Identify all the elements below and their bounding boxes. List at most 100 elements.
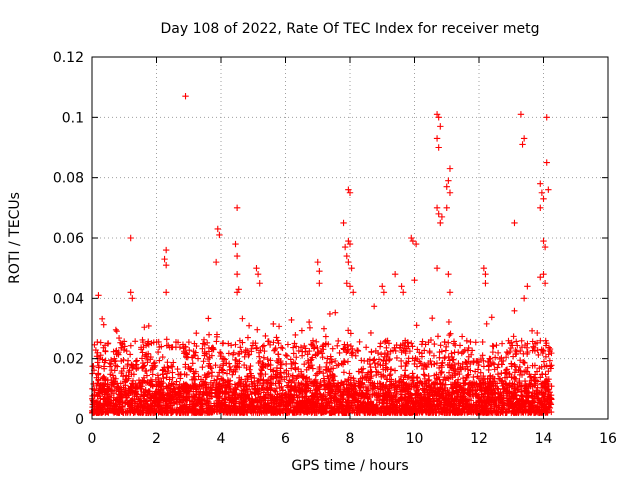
data-point bbox=[530, 398, 537, 405]
data-point bbox=[205, 370, 212, 377]
data-point bbox=[254, 271, 262, 278]
data-point bbox=[393, 354, 400, 361]
data-point bbox=[258, 366, 265, 373]
data-point bbox=[534, 347, 541, 354]
data-point bbox=[211, 377, 218, 384]
data-point bbox=[439, 392, 446, 399]
data-point bbox=[330, 380, 337, 387]
data-point bbox=[408, 234, 415, 242]
data-point bbox=[346, 370, 353, 377]
data-point bbox=[409, 237, 417, 245]
data-point bbox=[458, 408, 465, 415]
data-point bbox=[138, 385, 145, 392]
data-point bbox=[387, 381, 394, 388]
data-point bbox=[179, 341, 186, 348]
data-point bbox=[480, 357, 487, 364]
data-point bbox=[254, 382, 261, 389]
data-point bbox=[467, 367, 474, 374]
data-point bbox=[169, 374, 176, 381]
data-point bbox=[321, 381, 328, 388]
data-point bbox=[508, 360, 515, 367]
data-point bbox=[340, 219, 347, 227]
data-point bbox=[472, 408, 479, 415]
data-point bbox=[191, 409, 198, 416]
data-point bbox=[482, 391, 489, 398]
data-point bbox=[299, 352, 306, 359]
data-point bbox=[331, 409, 338, 416]
data-point bbox=[176, 385, 183, 392]
data-point bbox=[260, 382, 267, 389]
data-point bbox=[392, 396, 399, 403]
data-point bbox=[373, 389, 380, 396]
data-point bbox=[546, 348, 553, 355]
data-point bbox=[349, 393, 356, 400]
data-point bbox=[495, 361, 502, 368]
data-point bbox=[506, 396, 513, 403]
data-point bbox=[142, 400, 149, 407]
data-point bbox=[414, 374, 421, 381]
data-point bbox=[119, 393, 126, 400]
data-point bbox=[534, 391, 541, 398]
data-point bbox=[492, 400, 499, 407]
data-point bbox=[546, 357, 553, 364]
data-point bbox=[152, 409, 159, 416]
data-point bbox=[313, 406, 320, 413]
data-point bbox=[477, 369, 484, 376]
data-point bbox=[223, 390, 230, 397]
data-point bbox=[96, 400, 103, 407]
data-point bbox=[279, 345, 286, 352]
data-point bbox=[277, 359, 284, 366]
data-point bbox=[419, 338, 426, 345]
data-point bbox=[132, 338, 139, 345]
data-point bbox=[359, 369, 366, 376]
data-point bbox=[252, 406, 259, 413]
data-point bbox=[381, 353, 388, 360]
data-point bbox=[520, 359, 527, 366]
data-point bbox=[413, 382, 420, 389]
data-point bbox=[511, 219, 518, 227]
data-point bbox=[531, 347, 538, 354]
data-point bbox=[504, 374, 511, 381]
data-point bbox=[225, 350, 232, 357]
data-point bbox=[537, 337, 544, 344]
data-point bbox=[216, 380, 223, 387]
data-point bbox=[107, 363, 114, 370]
data-point bbox=[155, 349, 162, 356]
data-point bbox=[426, 376, 433, 383]
data-point bbox=[435, 210, 442, 218]
data-point bbox=[381, 403, 388, 410]
data-point bbox=[458, 366, 465, 373]
data-point bbox=[182, 361, 189, 368]
data-point bbox=[219, 389, 226, 396]
y-tick-label: 0.04 bbox=[53, 291, 84, 307]
data-point bbox=[475, 362, 482, 369]
data-point bbox=[465, 381, 472, 388]
data-point bbox=[283, 373, 290, 380]
data-point bbox=[425, 360, 432, 367]
data-point bbox=[480, 264, 488, 272]
data-point bbox=[298, 380, 305, 387]
data-point bbox=[189, 360, 196, 367]
data-point bbox=[478, 401, 485, 408]
data-point bbox=[286, 397, 293, 404]
data-point bbox=[118, 406, 125, 413]
data-point bbox=[446, 357, 453, 364]
data-point bbox=[474, 395, 481, 402]
data-point bbox=[453, 389, 460, 396]
data-point bbox=[268, 404, 275, 411]
data-point bbox=[367, 404, 374, 411]
data-point bbox=[268, 382, 275, 389]
data-point bbox=[221, 395, 228, 402]
data-point bbox=[296, 399, 303, 406]
data-point bbox=[314, 258, 321, 266]
data-point bbox=[433, 264, 441, 272]
data-point bbox=[398, 378, 405, 385]
data-point bbox=[403, 345, 410, 352]
data-point bbox=[230, 405, 237, 412]
data-point bbox=[315, 397, 322, 404]
data-point bbox=[518, 337, 525, 344]
data-point bbox=[100, 386, 107, 393]
data-point bbox=[270, 320, 277, 327]
data-point bbox=[229, 371, 236, 378]
data-point bbox=[298, 327, 305, 334]
